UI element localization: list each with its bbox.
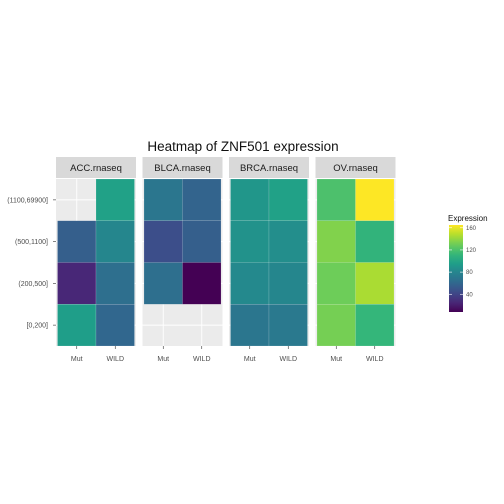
heat-tile-wild-500-1100: [95, 220, 135, 263]
heat-tile-mut-1100-69900: [316, 178, 356, 221]
y-axis-labels: [0,200] (200,500] (500,1100] (1100,69900]: [7, 197, 56, 330]
legend-title: Expression: [448, 214, 488, 223]
heat-tile-wild-1100-69900: [95, 178, 135, 221]
heat-tile-wild-0-200: [95, 304, 135, 347]
facet-blca-rnaseq: BLCA.rnaseq Mut WILD: [142, 157, 223, 363]
facet-strip-label: OV.rnaseq: [333, 163, 378, 174]
legend-colorbar: [449, 225, 463, 312]
heat-tile-wild-500-1100: [182, 220, 222, 263]
heat-tile-wild-1100-69900: [268, 178, 308, 221]
facet-brca-rnaseq: BRCA.rnaseq Mut WILD: [229, 157, 309, 363]
legend-tick-label: 40: [466, 292, 473, 298]
facet-strip-label: BLCA.rnaseq: [154, 163, 211, 174]
heat-tile-mut-0-200: [230, 304, 270, 347]
heat-tile-wild-500-1100: [355, 220, 395, 263]
facet-ov-rnaseq: OV.rnaseq Mut WILD: [315, 157, 396, 363]
heat-tile-mut-200-500: [230, 262, 270, 305]
x-tick-label: WILD: [366, 356, 384, 363]
facet-strip: [229, 157, 309, 178]
heat-tile-wild-1100-69900: [182, 178, 222, 221]
y-tick-label: (200,500]: [18, 281, 48, 288]
facet-strip-label: ACC.rnaseq: [70, 163, 122, 174]
heat-tile-mut-200-500: [57, 262, 97, 305]
heat-tile-mut-1100-69900: [230, 178, 270, 221]
heat-tile-wild-1100-69900: [355, 178, 395, 221]
legend-tick-label: 80: [466, 270, 473, 276]
heat-tile-mut-0-200: [316, 304, 356, 347]
x-tick-label: Mut: [244, 356, 256, 363]
x-tick-label: WILD: [280, 356, 298, 363]
chart-title: Heatmap of ZNF501 expression: [147, 139, 338, 154]
heat-tile-wild-200-500: [95, 262, 135, 305]
heat-tile-wild-0-200: [268, 304, 308, 347]
heat-tile-mut-200-500: [143, 262, 183, 305]
facet-strip: [315, 157, 396, 178]
heat-tile-mut-500-1100: [143, 220, 183, 263]
heat-tile-wild-200-500: [355, 262, 395, 305]
legend-tick-label: 160: [466, 226, 477, 232]
x-tick-label: WILD: [193, 356, 211, 363]
heat-tile-wild-200-500: [182, 262, 222, 305]
heat-tile-mut-500-1100: [316, 220, 356, 263]
heat-tile-mut-1100-69900: [143, 178, 183, 221]
y-tick-label: (1100,69900]: [7, 197, 48, 204]
x-tick-label: Mut: [71, 356, 83, 363]
heat-tile-mut-500-1100: [57, 220, 97, 263]
y-tick-label: [0,200]: [27, 323, 48, 330]
facet-acc-rnaseq: ACC.rnaseq Mut WILD: [56, 157, 136, 363]
y-tick-label: (500,1100]: [15, 239, 48, 246]
heat-tile-mut-0-200: [57, 304, 97, 347]
heat-tile-wild-500-1100: [268, 220, 308, 263]
heat-tile-mut-200-500: [316, 262, 356, 305]
facet-strip: [142, 157, 223, 178]
x-tick-label: Mut: [330, 356, 342, 363]
facet-strip-label: BRCA.rnaseq: [240, 163, 298, 174]
legend-tick-label: 120: [466, 248, 477, 254]
legend: Expression 40 80 120 160: [448, 214, 488, 312]
facet-strip: [56, 157, 136, 178]
heat-tile-wild-0-200: [355, 304, 395, 347]
x-tick-label: WILD: [107, 356, 125, 363]
heat-tile-mut-500-1100: [230, 220, 270, 263]
x-tick-label: Mut: [157, 356, 169, 363]
heat-tile-wild-200-500: [268, 262, 308, 305]
